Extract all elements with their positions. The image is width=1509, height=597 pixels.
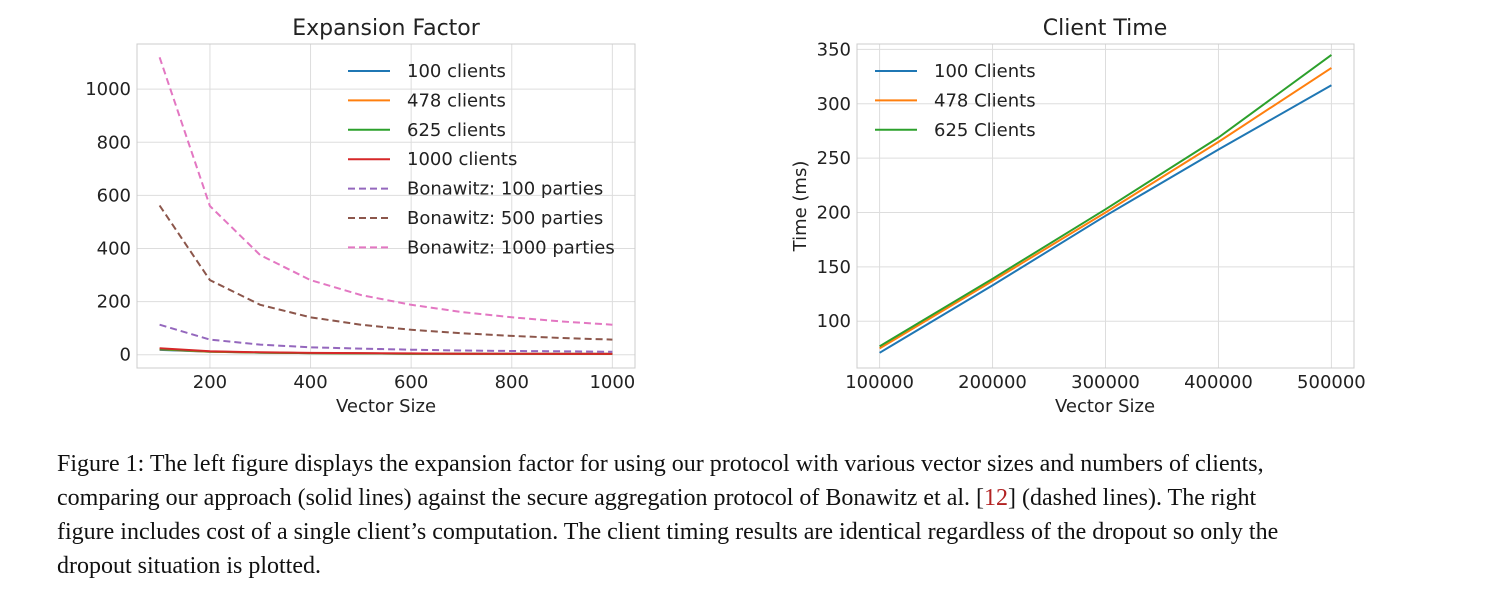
legend-label: 625 clients [407, 120, 506, 141]
legend-label: 100 clients [407, 61, 506, 82]
legend-label: 478 clients [407, 90, 506, 111]
series-line [158, 56, 613, 326]
x-tick-label: 400000 [1184, 372, 1253, 393]
y-tick-label: 600 [97, 185, 131, 206]
figure-caption: Figure 1: The left figure displays the e… [57, 447, 1497, 583]
series-line [879, 67, 1332, 350]
expansion-factor-chart: Expansion Factor 200 400 600 800 1000 0 200 400… [85, 16, 636, 417]
y-tick-label: 0 [120, 345, 131, 366]
y-tick-label: 350 [817, 39, 851, 60]
caption-text: comparing our approach (solid lines) aga… [57, 485, 985, 511]
legend-label: Bonawitz: 500 parties [407, 208, 603, 229]
caption-line: Figure 1: The left figure displays the e… [57, 451, 1264, 477]
x-axis-label: Vector Size [336, 396, 436, 417]
y-axis-label: Time (ms) [790, 161, 811, 253]
legend-label: 625 Clients [934, 120, 1036, 141]
chart-title: Expansion Factor [292, 16, 481, 41]
plot-frame [856, 43, 1355, 369]
y-tick-label: 800 [97, 132, 131, 153]
y-tick-label: 200 [97, 292, 131, 313]
x-tick-label: 100000 [845, 372, 914, 393]
x-tick-label: 600 [394, 372, 428, 393]
series-line [159, 323, 613, 353]
caption-line: comparing our approach (solid lines) aga… [57, 481, 1497, 515]
y-tick-label: 200 [817, 203, 851, 224]
plot-frame [136, 43, 636, 369]
x-tick-label: 200000 [958, 372, 1027, 393]
client-time-chart: Client Time 100000 200000 300000 400000 5000… [790, 16, 1366, 417]
x-tick-label: 400 [293, 372, 327, 393]
x-axis-label: Vector Size [1055, 396, 1155, 417]
y-tick-label: 250 [817, 148, 851, 169]
legend-label: Bonawitz: 1000 parties [407, 237, 615, 258]
figure-canvas: Expansion Factor 200 400 600 800 1000 0 200 400… [85, 16, 1366, 417]
x-tick-label: 1000 [589, 372, 635, 393]
y-tick-label: 300 [817, 94, 851, 115]
y-tick-label: 150 [817, 257, 851, 278]
series-line [879, 54, 1332, 348]
chart-title: Client Time [1043, 16, 1168, 41]
series-line [879, 84, 1332, 354]
x-tick-label: 500000 [1297, 372, 1366, 393]
series-line [159, 347, 613, 355]
x-tick-label: 300000 [1071, 372, 1140, 393]
caption-line: figure includes cost of a single client’… [57, 519, 1279, 545]
caption-line: dropout situation is plotted. [57, 553, 321, 579]
citation-link[interactable]: 12 [984, 485, 1009, 511]
legend-label: 478 Clients [934, 90, 1036, 111]
legend-label: Bonawitz: 100 parties [407, 179, 603, 200]
x-tick-label: 200 [193, 372, 227, 393]
y-tick-label: 100 [817, 311, 851, 332]
legend-label: 1000 clients [407, 149, 517, 170]
x-tick-label: 800 [495, 372, 529, 393]
y-tick-label: 1000 [85, 79, 131, 100]
caption-text: ] (dashed lines). The right [1008, 485, 1257, 511]
y-tick-label: 400 [97, 238, 131, 259]
legend-label: 100 Clients [934, 61, 1036, 82]
